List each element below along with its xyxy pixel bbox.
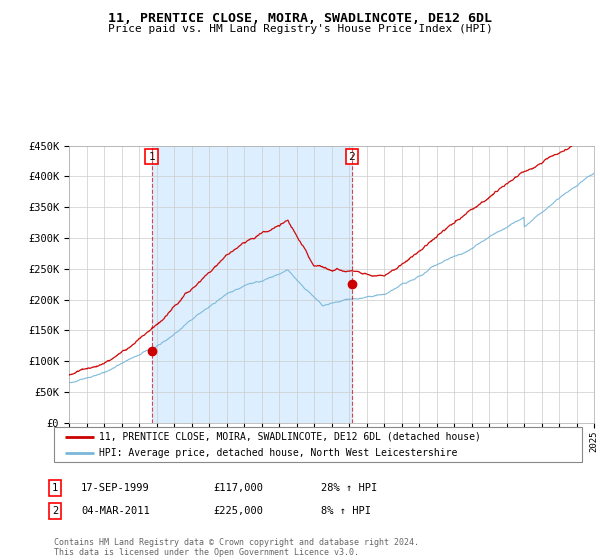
Text: Contains HM Land Registry data © Crown copyright and database right 2024.
This d: Contains HM Land Registry data © Crown c… bbox=[54, 538, 419, 557]
Text: £225,000: £225,000 bbox=[213, 506, 263, 516]
Bar bbox=[152, 146, 352, 423]
Text: 04-MAR-2011: 04-MAR-2011 bbox=[81, 506, 150, 516]
Text: 2: 2 bbox=[52, 506, 58, 516]
Text: 1: 1 bbox=[52, 483, 58, 493]
Text: HPI: Average price, detached house, North West Leicestershire: HPI: Average price, detached house, Nort… bbox=[99, 447, 457, 458]
Text: 28% ↑ HPI: 28% ↑ HPI bbox=[321, 483, 377, 493]
Text: Price paid vs. HM Land Registry's House Price Index (HPI): Price paid vs. HM Land Registry's House … bbox=[107, 24, 493, 34]
Text: 1: 1 bbox=[148, 152, 155, 162]
Text: £117,000: £117,000 bbox=[213, 483, 263, 493]
Text: 11, PRENTICE CLOSE, MOIRA, SWADLINCOTE, DE12 6DL: 11, PRENTICE CLOSE, MOIRA, SWADLINCOTE, … bbox=[108, 12, 492, 25]
FancyBboxPatch shape bbox=[54, 427, 582, 462]
Text: 2: 2 bbox=[349, 152, 355, 162]
Text: 17-SEP-1999: 17-SEP-1999 bbox=[81, 483, 150, 493]
Text: 11, PRENTICE CLOSE, MOIRA, SWADLINCOTE, DE12 6DL (detached house): 11, PRENTICE CLOSE, MOIRA, SWADLINCOTE, … bbox=[99, 432, 481, 442]
Text: 8% ↑ HPI: 8% ↑ HPI bbox=[321, 506, 371, 516]
